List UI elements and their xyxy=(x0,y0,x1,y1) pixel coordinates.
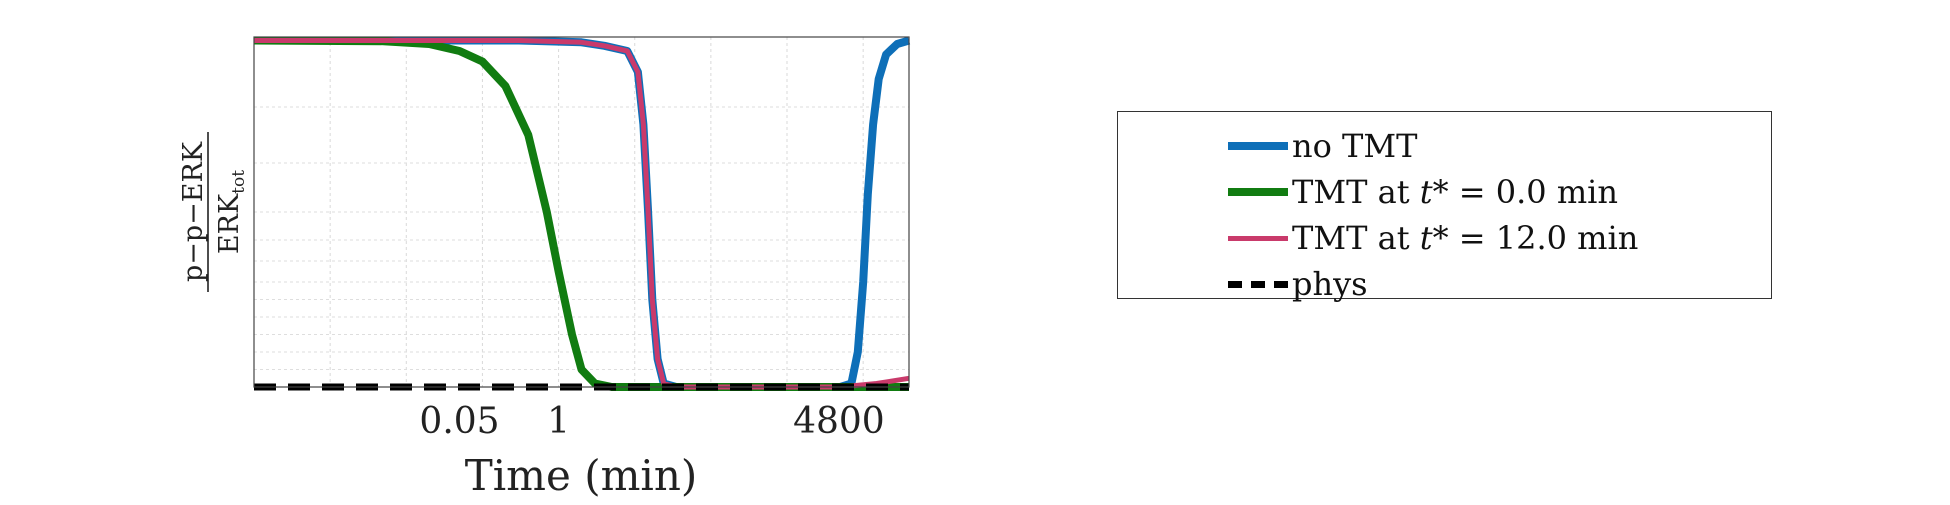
series-line-2 xyxy=(254,38,910,390)
series-line-0 xyxy=(254,36,911,391)
plot-series xyxy=(253,36,911,391)
legend-label: phys xyxy=(1292,265,1368,303)
plot-frame xyxy=(253,36,910,388)
legend-item: TMT at t* = 0.0 min xyxy=(1228,170,1618,214)
legend-item: TMT at t* = 12.0 min xyxy=(1228,216,1638,260)
legend-label: TMT at t* = 0.0 min xyxy=(1292,173,1618,211)
legend-swatch xyxy=(1228,280,1288,288)
y-axis-label: p−p−ERK ERKtot xyxy=(178,132,249,292)
legend-swatch xyxy=(1228,188,1288,196)
legend-label: TMT at t* = 12.0 min xyxy=(1292,219,1639,257)
grid-lines xyxy=(253,37,909,387)
x-tick-label: 0.05 xyxy=(419,401,499,442)
x-axis-label: Time (min) xyxy=(465,451,698,500)
series-line-1 xyxy=(253,36,909,391)
legend-label: no TMT xyxy=(1292,127,1418,165)
legend-item: no TMT xyxy=(1228,124,1418,168)
legend-swatch xyxy=(1228,142,1288,150)
legend-swatch xyxy=(1228,235,1288,241)
x-tick-label: 4800 xyxy=(793,401,885,442)
x-tick-label: 1 xyxy=(547,401,570,442)
legend-item: phys xyxy=(1228,262,1368,306)
legend: no TMT TMT at t* = 0.0 min TMT at t* = 12.… xyxy=(1117,111,1772,303)
y-axis-label-denominator: ERKtot xyxy=(214,170,249,254)
y-axis-label-numerator: p−p−ERK xyxy=(178,141,209,282)
x-tick-labels: 0.05 1 4800 xyxy=(419,401,884,442)
